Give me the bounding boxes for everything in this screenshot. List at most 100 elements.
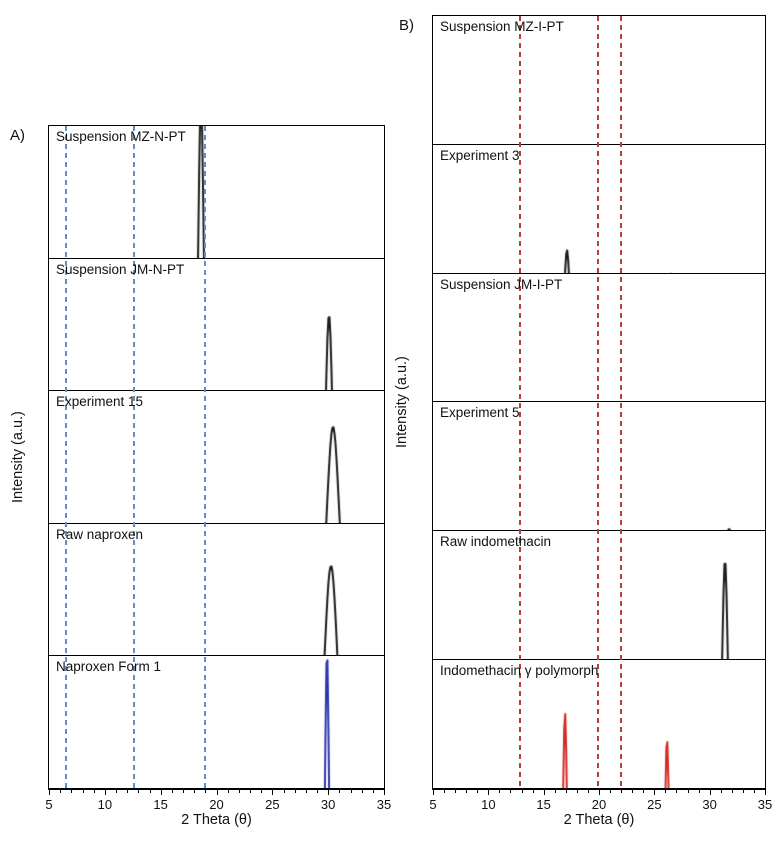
x-tick-major	[160, 790, 162, 795]
x-tick-major	[709, 790, 711, 795]
xrd-subplot: Raw naproxen	[49, 523, 384, 657]
xrd-subplot: Indomethacin γ polymorph	[433, 660, 765, 789]
xrd-trace-canvas	[433, 16, 765, 144]
x-tick-label: 35	[376, 797, 392, 812]
x-tick-label: 20	[591, 797, 607, 812]
xrd-trace-canvas	[49, 126, 384, 258]
x-tick-label: 15	[536, 797, 551, 812]
x-tick-minor	[60, 790, 62, 793]
x-tick-minor	[294, 790, 296, 793]
xrd-subplot: Experiment 3	[433, 144, 765, 274]
trace-label: Suspension MZ-I-PT	[440, 19, 564, 34]
x-tick-minor	[305, 790, 307, 793]
x-tick-minor	[632, 790, 634, 793]
x-tick-minor	[317, 790, 318, 793]
trace-label: Suspension JM-I-PT	[440, 276, 563, 292]
x-tick-major	[433, 790, 434, 795]
x-tick-minor	[372, 790, 374, 793]
xrd-trace-canvas	[433, 531, 765, 660]
x-tick-minor	[350, 790, 352, 793]
x-tick-minor	[587, 790, 589, 793]
trace-label: Suspension MZ-N-PT	[56, 129, 186, 144]
trace-label: Experiment 3	[440, 147, 520, 163]
x-tick-major	[654, 790, 656, 795]
x-tick-label: 30	[320, 797, 336, 812]
panel-b-letter: B)	[399, 17, 414, 34]
panel-a-letter: A)	[10, 127, 25, 144]
x-axis-b: 5 10 15 20 25 30 35	[429, 790, 772, 816]
x-axis-title-a: 2 Theta (θ)	[181, 812, 252, 828]
xrd-subplot: Suspension MZ-I-PT	[433, 16, 765, 145]
x-tick-minor	[205, 790, 207, 793]
x-tick-major	[384, 790, 385, 795]
x-tick-minor	[227, 790, 229, 793]
x-tick-minor	[742, 790, 744, 793]
x-tick-minor	[238, 790, 240, 793]
x-tick-minor	[621, 790, 623, 793]
x-axis-title-b: 2 Theta (θ)	[563, 812, 635, 828]
xrd-trace-canvas	[49, 523, 384, 656]
x-tick-minor	[455, 790, 457, 793]
x-tick-minor	[565, 790, 567, 793]
xrd-subplot: Experiment 15	[49, 391, 384, 524]
xrd-trace-canvas	[49, 391, 384, 523]
x-tick-minor	[720, 790, 722, 793]
y-axis-title-b: Intensity (a.u.)	[394, 356, 410, 449]
xrd-subplot: Suspension JM-N-PT	[49, 258, 384, 392]
x-tick-minor	[138, 790, 140, 793]
x-tick-minor	[183, 790, 184, 793]
x-tick-minor	[499, 790, 501, 793]
x-tick-major	[49, 790, 50, 795]
x-tick-label: 30	[702, 797, 717, 812]
x-tick-major	[599, 790, 600, 795]
x-tick-minor	[576, 790, 578, 793]
x-tick-minor	[171, 790, 173, 793]
x-tick-major	[543, 790, 545, 795]
panel-a-plot-area: Suspension MZ-N-PT Suspension JM-N-PT Expe…	[48, 125, 385, 790]
x-tick-minor	[466, 790, 468, 793]
x-tick-minor	[510, 790, 512, 793]
trace-label: Experiment 15	[56, 394, 144, 410]
xrd-subplot: Naproxen Form 1	[49, 656, 384, 789]
x-tick-minor	[477, 790, 479, 793]
x-tick-major	[104, 790, 106, 795]
xrd-trace-canvas	[433, 144, 765, 273]
xrd-trace-canvas	[433, 402, 765, 531]
x-tick-minor	[71, 790, 73, 793]
xrd-trace-canvas	[49, 656, 384, 788]
x-tick-minor	[698, 790, 700, 793]
xrd-subplot: Raw indomethacin	[433, 531, 765, 661]
x-tick-minor	[665, 790, 667, 793]
x-tick-minor	[444, 790, 446, 793]
xrd-subplot: Suspension MZ-N-PT	[49, 126, 384, 259]
x-tick-minor	[361, 790, 363, 793]
x-tick-label: 25	[265, 797, 280, 812]
xrd-subplot: Experiment 5	[433, 402, 765, 532]
x-tick-minor	[532, 790, 534, 793]
x-tick-minor	[116, 790, 117, 793]
x-tick-minor	[250, 790, 251, 793]
x-tick-minor	[127, 790, 129, 793]
x-tick-minor	[194, 790, 196, 793]
x-tick-major	[216, 790, 218, 795]
x-tick-label: 20	[209, 797, 224, 812]
trace-label: Indomethacin γ polymorph	[440, 663, 599, 679]
x-tick-label: 5	[429, 797, 437, 812]
trace-label: Raw indomethacin	[440, 534, 552, 550]
trace-label: Suspension JM-N-PT	[56, 261, 185, 277]
x-tick-minor	[149, 790, 151, 793]
x-tick-minor	[283, 790, 285, 793]
xrd-trace-canvas	[49, 258, 384, 391]
x-tick-minor	[261, 790, 263, 793]
x-tick-minor	[610, 790, 612, 793]
x-tick-label: 5	[45, 797, 53, 812]
x-tick-label: 15	[153, 797, 168, 812]
trace-label: Naproxen Form 1	[56, 659, 162, 675]
xrd-trace-canvas	[433, 660, 765, 788]
x-tick-major	[272, 790, 274, 795]
x-tick-minor	[554, 790, 556, 793]
x-tick-minor	[82, 790, 84, 793]
x-tick-minor	[687, 790, 689, 793]
trace-label: Raw naproxen	[56, 526, 144, 542]
